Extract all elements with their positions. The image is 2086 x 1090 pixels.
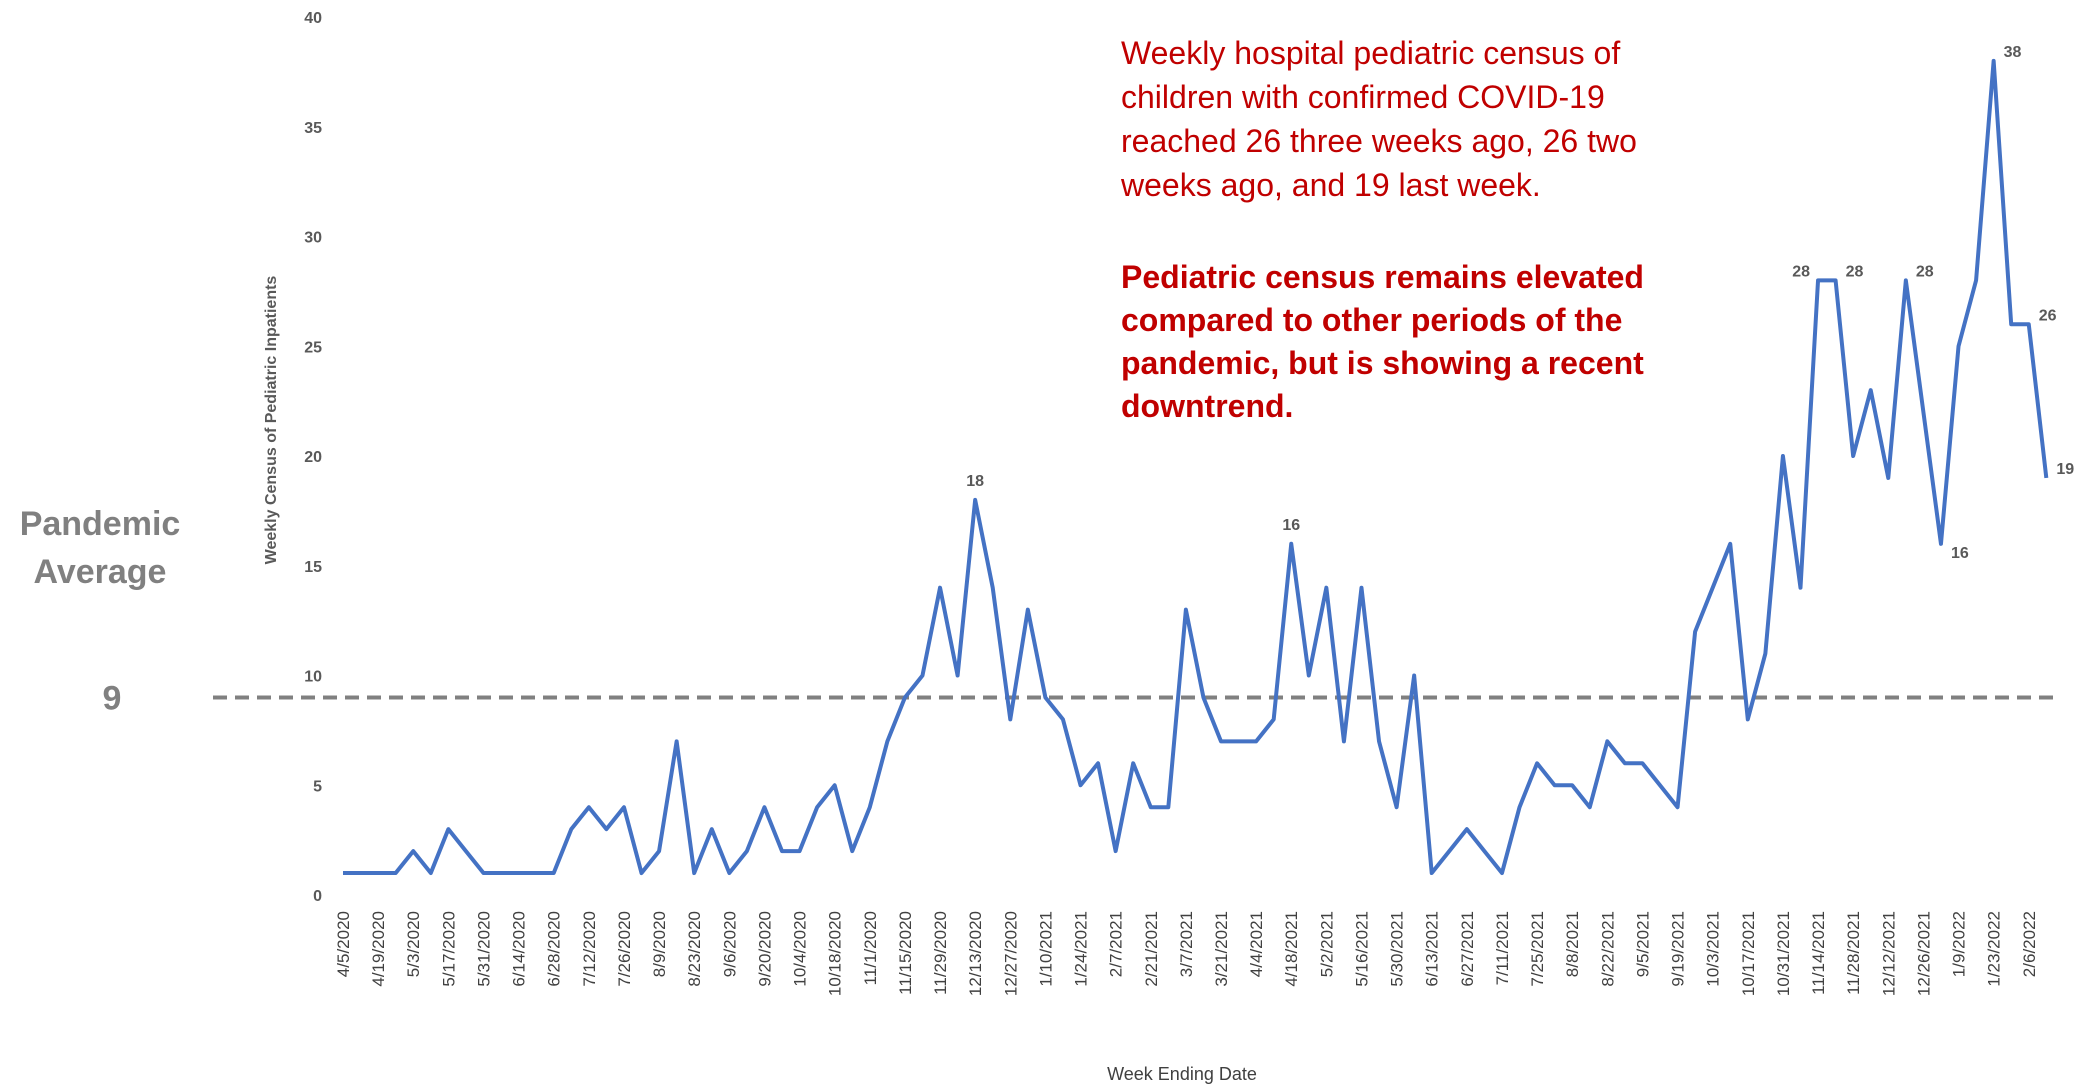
x-tick-label: 8/23/2020: [685, 911, 704, 987]
x-tick-label: 12/13/2020: [966, 911, 985, 996]
x-tick-label: 2/6/2022: [2020, 911, 2039, 977]
x-tick-label: 12/12/2021: [1879, 911, 1898, 996]
y-tick-label: 0: [313, 888, 322, 905]
x-tick-label: 6/14/2020: [510, 911, 529, 987]
x-tick-label: 5/2/2021: [1317, 911, 1336, 977]
x-tick-label: 5/3/2020: [404, 911, 423, 977]
reference-value: 9: [103, 679, 122, 717]
x-tick-label: 9/19/2021: [1669, 911, 1688, 987]
x-tick-label: 10/31/2021: [1774, 911, 1793, 996]
y-tick-label: 5: [313, 778, 322, 795]
x-tick-label: 11/14/2021: [1809, 911, 1828, 995]
x-tick-label: 7/11/2021: [1493, 911, 1512, 985]
data-label: 19: [2056, 461, 2074, 478]
y-tick-label: 15: [304, 559, 322, 576]
x-tick-label: 7/26/2020: [615, 911, 634, 987]
x-tick-label: 1/24/2021: [1072, 911, 1091, 987]
annotation: children with confirmed COVID-19: [1121, 79, 1605, 115]
x-tick-label: 5/16/2021: [1352, 911, 1371, 987]
annotation: weeks ago, and 19 last week.: [1120, 167, 1541, 203]
x-tick-label: 10/4/2020: [791, 911, 810, 987]
x-tick-label: 4/5/2020: [334, 911, 353, 977]
highlight: downtrend.: [1121, 388, 1293, 424]
x-tick-label: 3/7/2021: [1177, 911, 1196, 977]
x-tick-label: 11/28/2021: [1844, 911, 1863, 995]
x-tick-label: 11/29/2020: [931, 911, 950, 995]
y-axis-label: Weekly Census of Pediatric Inpatients: [263, 276, 280, 565]
x-tick-label: 1/10/2021: [1036, 911, 1055, 987]
data-label: 38: [2004, 44, 2022, 61]
x-tick-label: 8/8/2021: [1563, 911, 1582, 977]
x-tick-label: 7/25/2021: [1528, 911, 1547, 987]
x-tick-label: 9/20/2020: [755, 911, 774, 987]
x-tick-label: 2/21/2021: [1142, 911, 1161, 987]
data-label: 28: [1792, 263, 1810, 280]
data-label: 28: [1846, 263, 1864, 280]
x-tick-label: 7/12/2020: [580, 911, 599, 987]
highlight: compared to other periods of the: [1121, 302, 1622, 338]
reference-label: Pandemic Average: [20, 505, 181, 591]
x-tick-label: 11/1/2020: [861, 911, 880, 985]
x-tick-label: 9/6/2020: [720, 911, 739, 977]
data-label: 18: [966, 473, 984, 490]
x-tick-label: 1/23/2022: [1985, 911, 2004, 987]
x-tick-label: 4/4/2021: [1247, 911, 1266, 977]
data-line: [343, 58, 2049, 876]
y-tick-label: 40: [304, 10, 322, 27]
highlight: Pediatric census remains elevated: [1121, 259, 1644, 295]
x-tick-label: 4/18/2021: [1282, 911, 1301, 987]
x-tick-label: 8/22/2021: [1598, 911, 1617, 987]
annotation: Weekly hospital pediatric census of: [1121, 35, 1620, 71]
x-tick-label: 10/17/2021: [1739, 911, 1758, 996]
x-tick-label: 6/13/2021: [1423, 911, 1442, 987]
annotation: reached 26 three weeks ago, 26 two: [1121, 123, 1637, 159]
data-label: 28: [1916, 263, 1934, 280]
y-tick-label: 35: [304, 120, 322, 137]
x-tick-label: 4/19/2020: [369, 911, 388, 987]
x-axis-label: Week Ending Date: [1107, 1064, 1257, 1084]
highlight: pandemic, but is showing a recent: [1121, 345, 1644, 381]
x-tick-label: 1/9/2022: [1950, 911, 1969, 977]
data-label: 26: [2039, 307, 2057, 324]
data-label: 16: [1951, 545, 1969, 562]
x-tick-label: 11/15/2020: [896, 911, 915, 995]
y-tick-label: 30: [304, 230, 322, 247]
x-tick-label: 10/3/2021: [1704, 911, 1723, 987]
x-tick-label: 10/18/2020: [826, 911, 845, 996]
x-tick-label: 5/30/2021: [1388, 911, 1407, 987]
x-tick-label: 9/5/2021: [1633, 911, 1652, 977]
y-tick-label: 25: [304, 339, 322, 356]
x-tick-label: 5/17/2020: [439, 911, 458, 987]
x-tick-label: 12/26/2021: [1914, 911, 1933, 996]
x-tick-label: 8/9/2020: [650, 911, 669, 977]
x-tick-label: 6/27/2021: [1458, 911, 1477, 987]
x-tick-label: 6/28/2020: [545, 911, 564, 987]
x-tick-label: 2/7/2021: [1107, 911, 1126, 977]
y-tick-label: 10: [304, 669, 322, 686]
x-tick-label: 5/31/2020: [474, 911, 493, 987]
x-tick-label: 12/27/2020: [1001, 911, 1020, 996]
y-tick-label: 20: [304, 449, 322, 466]
x-tick-label: 3/21/2021: [1212, 911, 1231, 987]
data-label: 16: [1282, 517, 1300, 534]
